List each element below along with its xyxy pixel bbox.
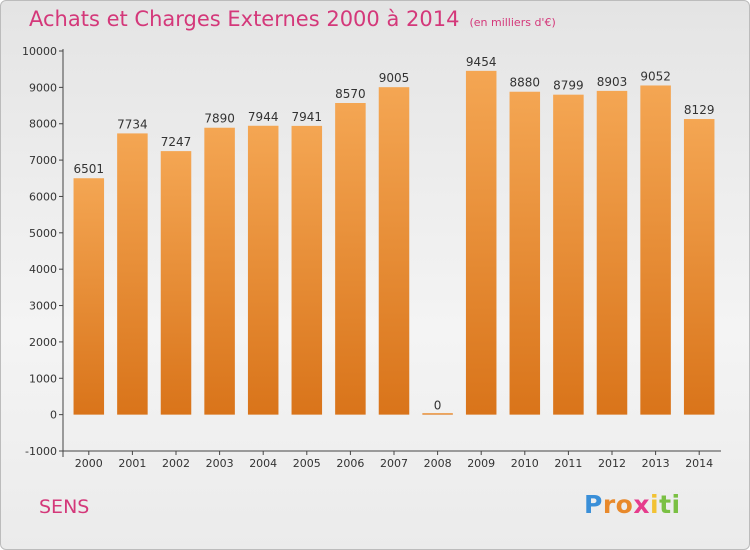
logo-letter: o: [615, 490, 634, 519]
bar-2011: [553, 94, 584, 415]
data-label-2005: 7941: [292, 110, 323, 124]
bar-2004: [247, 125, 279, 415]
x-tick-label-2001: 2001: [118, 457, 146, 470]
bar-2001: [117, 133, 148, 415]
data-label-2011: 8799: [553, 79, 584, 93]
bar-2000: [73, 178, 105, 415]
bar-2014: [683, 119, 715, 415]
bar-2007: [378, 87, 410, 415]
x-tick-label-2009: 2009: [467, 457, 495, 470]
data-label-2013: 9052: [640, 69, 671, 83]
x-tick-label-2012: 2012: [598, 457, 626, 470]
data-label-2010: 8880: [510, 76, 541, 90]
chart-title: Achats et Charges Externes 2000 à 2014 (e…: [29, 7, 556, 31]
y-tick-label: 4000: [29, 263, 57, 276]
logo-letter: i: [671, 490, 681, 519]
bar-2005: [291, 125, 323, 415]
x-tick-label-2008: 2008: [424, 457, 452, 470]
data-label-2000: 6501: [74, 162, 105, 176]
x-tick-label-2014: 2014: [685, 457, 713, 470]
x-tick-label-2000: 2000: [75, 457, 103, 470]
bar-2013: [640, 85, 671, 415]
x-tick-label-2004: 2004: [249, 457, 277, 470]
bar-2003: [204, 127, 235, 415]
x-tick-label-2003: 2003: [206, 457, 234, 470]
y-tick-label: 7000: [29, 154, 57, 167]
y-tick-label: 2000: [29, 336, 57, 349]
data-label-2008: 0: [434, 399, 442, 413]
x-tick-label-2007: 2007: [380, 457, 408, 470]
data-label-2003: 7890: [204, 112, 235, 126]
x-tick-label-2011: 2011: [554, 457, 582, 470]
logo-letter: r: [602, 490, 616, 519]
y-tick-label: 1000: [29, 372, 57, 385]
data-label-2009: 9454: [466, 55, 497, 69]
logo-letter: x: [633, 490, 650, 519]
x-tick-label-2010: 2010: [511, 457, 539, 470]
data-label-2012: 8903: [597, 75, 628, 89]
data-label-2002: 7247: [161, 135, 192, 149]
y-tick-label: 5000: [29, 227, 57, 240]
proxiti-logo: Proxiti: [584, 490, 681, 519]
logo-letter: P: [584, 490, 603, 519]
logo-letter: i: [650, 490, 660, 519]
y-tick-label: 8000: [29, 118, 57, 131]
logo-letter: t: [659, 490, 672, 519]
data-label-2014: 8129: [684, 103, 715, 117]
chart-subtitle: (en milliers d'€): [469, 16, 556, 29]
y-tick-label: 6000: [29, 190, 57, 203]
y-tick-label: -1000: [25, 445, 57, 458]
y-tick-label: 10000: [22, 45, 57, 58]
chart-title-text: Achats et Charges Externes 2000 à 2014: [29, 7, 460, 31]
x-tick-label-2005: 2005: [293, 457, 321, 470]
data-label-2006: 8570: [335, 87, 366, 101]
bar-2010: [509, 91, 541, 415]
x-tick-label-2002: 2002: [162, 457, 190, 470]
bar-2006: [335, 103, 366, 415]
data-label-2004: 7944: [248, 110, 279, 124]
data-label-2007: 9005: [379, 71, 410, 85]
x-tick-label-2006: 2006: [336, 457, 364, 470]
bar-2009: [465, 70, 497, 415]
y-tick-label: 0: [50, 409, 57, 422]
city-label: SENS: [39, 496, 90, 518]
bar-2008: [422, 413, 453, 415]
y-tick-label: 3000: [29, 300, 57, 313]
bar-2002: [160, 151, 192, 415]
bar-2012: [596, 90, 628, 415]
y-tick-label: 9000: [29, 81, 57, 94]
x-tick-label-2013: 2013: [642, 457, 670, 470]
data-label-2001: 7734: [117, 117, 148, 131]
